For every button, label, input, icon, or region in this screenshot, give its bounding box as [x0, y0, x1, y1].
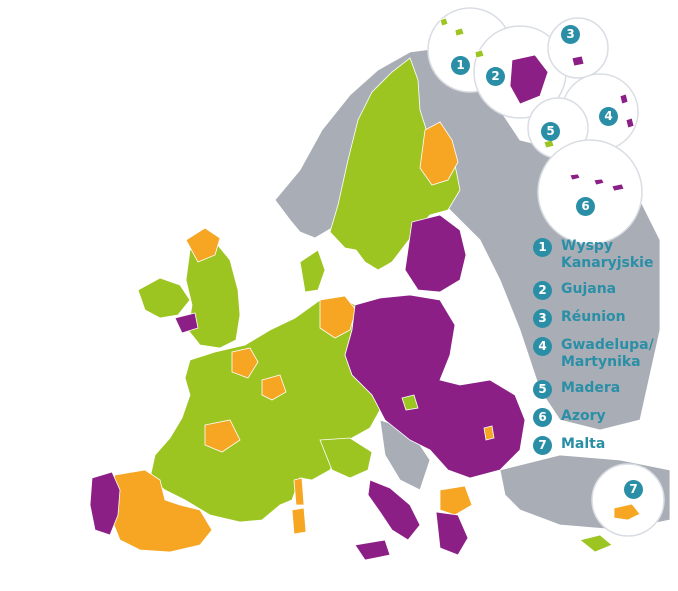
italy-south-purple: [354, 479, 421, 561]
baltics-purple: [404, 214, 467, 293]
legend-item-7: 7 Malta: [533, 436, 673, 455]
guyana-purple: [509, 54, 549, 105]
malta-orange: [613, 503, 641, 521]
finland-orange: [419, 121, 459, 186]
legend-label: Madera: [561, 380, 621, 396]
italy-north-green: [319, 437, 373, 479]
inset-badge-7: 7: [624, 480, 643, 499]
germany-east-orange: [319, 295, 357, 339]
france-orange: [204, 347, 287, 453]
legend-item-1: 1 Wyspy Kanaryjskie: [533, 238, 673, 272]
portugal-purple: [89, 471, 121, 536]
legend-label: Gujana: [561, 281, 617, 297]
legend-number-badge: 2: [533, 281, 552, 300]
wales-purple: [174, 312, 199, 334]
central-europe-purple: [344, 294, 526, 479]
legend: 1 Wyspy Kanaryjskie 2 Gujana 3 Réunion 4…: [533, 238, 673, 464]
inset-circle-6: [537, 139, 643, 245]
legend-label: Wyspy Kanaryjskie: [561, 238, 654, 271]
guadeloupe-martinique-purple: [619, 93, 635, 129]
legend-item-3: 3 Réunion: [533, 309, 673, 328]
reunion-purple: [571, 55, 585, 67]
inset-badge-2: 2: [486, 67, 505, 86]
inset-circles: [427, 7, 665, 537]
inset-badge-1: 1: [451, 56, 470, 75]
legend-item-5: 5 Madera: [533, 380, 673, 399]
legend-number-badge: 6: [533, 408, 552, 427]
denmark-green: [299, 249, 326, 293]
legend-item-4: 4 Gwadelupa/ Martynika: [533, 337, 673, 371]
inset-circle-7: [591, 463, 665, 537]
legend-number-badge: 5: [533, 380, 552, 399]
legend-label: Malta: [561, 436, 606, 452]
legend-label: Gwadelupa/ Martynika: [561, 337, 654, 370]
greek-islands-green: [579, 534, 613, 553]
legend-number-badge: 7: [533, 436, 552, 455]
legend-label: Réunion: [561, 309, 626, 325]
inset-badge-4: 4: [599, 107, 618, 126]
slovakia-green: [401, 394, 419, 411]
legend-item-2: 2 Gujana: [533, 281, 673, 300]
legend-item-6: 6 Azory: [533, 408, 673, 427]
greece-orange: [439, 485, 473, 516]
green-regions: [137, 57, 613, 553]
inset-circle-3: [547, 17, 609, 79]
sardinia-orange: [291, 507, 307, 535]
legend-number-badge: 3: [533, 309, 552, 328]
romania-orange: [483, 425, 495, 441]
legend-number-badge: 4: [533, 337, 552, 356]
greece-purple: [435, 511, 469, 556]
inset-badge-5: 5: [541, 122, 560, 141]
legend-number-badge: 1: [533, 238, 552, 257]
corsica-orange: [293, 477, 305, 506]
inset-badge-3: 3: [561, 25, 580, 44]
purple-regions: [89, 214, 526, 561]
scotland-orange: [185, 227, 221, 263]
azores-purple: [569, 173, 625, 192]
small-regions: [401, 394, 495, 441]
orange-regions: [107, 121, 473, 553]
legend-label: Azory: [561, 408, 606, 424]
inset-badge-6: 6: [576, 197, 595, 216]
uk-ireland-green: [137, 237, 241, 349]
canary-islands-green: [439, 17, 485, 59]
